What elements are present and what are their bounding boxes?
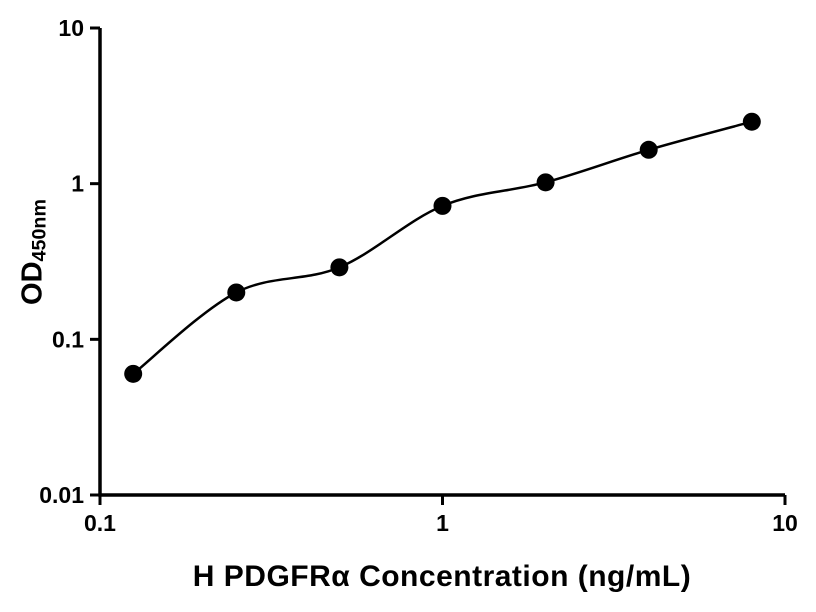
data-point <box>227 283 246 302</box>
y-axis-title-main: OD <box>16 261 49 305</box>
data-point <box>536 173 555 192</box>
y-axis-title: OD450nm <box>16 199 51 305</box>
data-point <box>639 140 658 159</box>
data-point <box>433 196 452 215</box>
fit-curve <box>132 120 753 375</box>
y-tick-label: 10 <box>58 15 84 41</box>
y-tick-label: 0.1 <box>52 326 84 352</box>
axis-spines <box>98 28 785 497</box>
data-point <box>742 112 761 131</box>
x-axis-title: H PDGFRα Concentration (ng/mL) <box>192 560 692 593</box>
y-axis-title-subscript: 450nm <box>28 199 51 262</box>
x-tick-label: 1 <box>436 510 449 536</box>
data-point <box>124 364 143 383</box>
y-tick-label: 1 <box>71 171 84 197</box>
y-tick-label: 0.01 <box>39 482 84 508</box>
data-point <box>330 258 349 277</box>
x-tick-label: 10 <box>772 510 798 536</box>
x-tick-label: 0.1 <box>84 510 116 536</box>
